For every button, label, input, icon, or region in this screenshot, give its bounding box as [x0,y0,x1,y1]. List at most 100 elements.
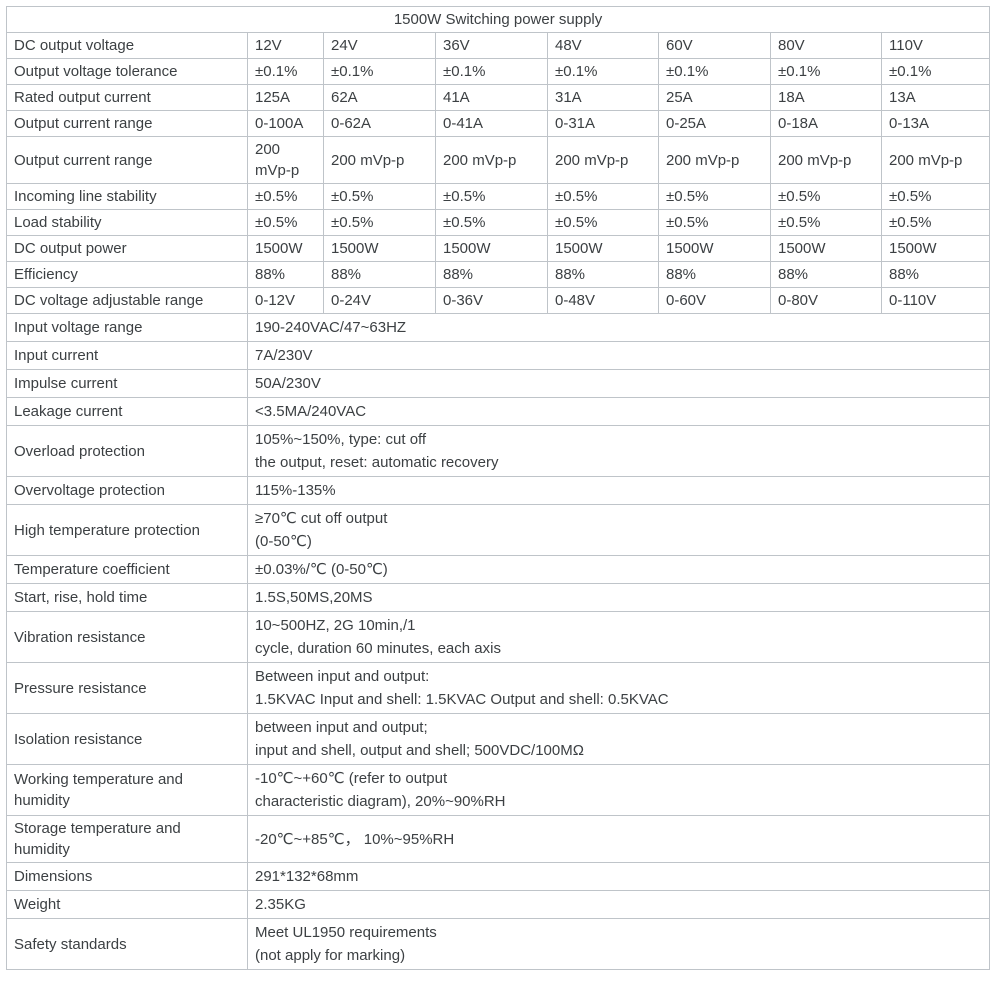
spec-label: Pressure resistance [6,662,248,714]
spec-label: Weight [6,890,248,919]
spec-value: 0-110V [880,287,991,314]
table-row: Input voltage range 190-240VAC/47~63HZ [6,313,991,342]
spec-value: 36V [435,32,548,59]
spec-value: 88% [547,261,659,288]
spec-value: 25A [658,84,771,111]
spec-value: ±0.5% [323,209,436,236]
spec-value: Between input and output: 1.5KVAC Input a… [246,662,991,714]
spec-value: 0-60V [658,287,771,314]
table-row: Overvoltage protection 115%-135% [6,476,991,505]
spec-value: 1500W [880,235,991,262]
spec-value: 0-62A [323,110,436,137]
spec-value: 125A [247,84,324,111]
spec-value: 1500W [435,235,548,262]
spec-value: 1500W [770,235,882,262]
spec-value: 200 mVp-p [323,136,436,184]
spec-value: 200 mVp-p [770,136,882,184]
spec-label: Dimensions [6,862,248,891]
spec-value: between input and output; input and shell… [246,713,991,765]
spec-value: 88% [658,261,771,288]
table-row: Input current 7A/230V [6,341,991,370]
spec-value: 88% [435,261,548,288]
spec-value: ±0.1% [880,58,991,85]
spec-value: 2.35KG [246,890,991,919]
table-row: Safety standards Meet UL1950 requirements… [6,918,991,970]
spec-value: 18A [770,84,882,111]
spec-value: ±0.1% [435,58,548,85]
spec-value: 0-31A [547,110,659,137]
spec-value-line: 115%-135% [255,482,336,499]
title-row: 1500W Switching power supply [5,6,991,33]
spec-value: 88% [770,261,882,288]
spec-value: ±0.5% [435,183,548,210]
spec-value: ±0.1% [247,58,324,85]
table-row: Temperature coefficient ±0.03%/℃ (0-50℃) [6,555,991,584]
spec-value: 0-12V [247,287,324,314]
spec-value-line: 10~500HZ, 2G 10min,/1 [255,617,416,634]
spec-value-line: 105%~150%, type: cut off [255,431,427,448]
spec-value: 190-240VAC/47~63HZ [246,313,991,342]
spec-value-line: 50A/230V [255,375,321,392]
spec-value: ±0.5% [770,183,882,210]
spec-value: 0-48V [547,287,659,314]
spec-value: ±0.5% [658,183,771,210]
spec-label: Impulse current [6,369,248,398]
spec-value: <3.5MA/240VAC [246,397,991,426]
table-row: Output voltage tolerance ±0.1% ±0.1% ±0.1% ±… [6,58,991,85]
table-row: Start, rise, hold time 1.5S,50MS,20MS [6,583,991,612]
spec-value-line: ±0.03%/℃ (0-50℃) [255,561,388,578]
spec-label: Rated output current [6,84,248,111]
spec-label: Overvoltage protection [6,476,248,505]
table-row: Impulse current 50A/230V [6,369,991,398]
spec-value: 88% [323,261,436,288]
spec-value: 0-18A [770,110,882,137]
table-row: Storage temperature and humidity -20℃~+85… [6,815,991,863]
table-row: Pressure resistance Between input and out… [6,662,991,714]
spec-label: DC output power [6,235,248,262]
table-row: Dimensions 291*132*68mm [6,862,991,891]
spec-value: 0-80V [770,287,882,314]
spec-value: ≥70℃ cut off output (0-50℃) [246,504,991,556]
table-row: High temperature protection ≥70℃ cut off … [6,504,991,556]
spec-value: 48V [547,32,659,59]
table-title: 1500W Switching power supply [5,6,991,33]
spec-value: 115%-135% [246,476,991,505]
spec-value-line: 1.5KVAC Input and shell: 1.5KVAC Output … [255,691,669,708]
spec-value: 13A [880,84,991,111]
spec-label: Safety standards [6,918,248,970]
spec-label: Start, rise, hold time [6,583,248,612]
spec-value: 0-36V [435,287,548,314]
spec-value: ±0.5% [880,183,991,210]
table-row: Load stability ±0.5% ±0.5% ±0.5% ±0.5% ±0.5% ±… [6,209,991,236]
table-row: DC output power 1500W 1500W 1500W 1500W 1500W… [6,235,991,262]
table-row: Rated output current 125A 62A 41A 31A 25A 18A 1… [6,84,991,111]
spec-value-line: 190-240VAC/47~63HZ [255,319,407,336]
spec-value: 1500W [247,235,324,262]
spec-value: 88% [247,261,324,288]
spec-value: ±0.5% [247,183,324,210]
spec-sheet: 1500W Switching power supply DC output v… [5,6,991,970]
spec-value-line: -20℃~+85℃， 10%~95%RH [255,830,455,848]
spec-value: ±0.1% [323,58,436,85]
spec-label: DC output voltage [6,32,248,59]
spec-value-line: Meet UL1950 requirements [255,924,437,941]
spec-value-line: 291*132*68mm [255,868,359,885]
spec-value: 0-25A [658,110,771,137]
spec-value-line: the output, reset: automatic recovery [255,454,499,471]
spec-value: -10℃~+60℃ (refer to output characteristic… [246,764,991,816]
spec-value-line: between input and output; [255,719,428,736]
spec-value: 41A [435,84,548,111]
spec-label: Input current [6,341,248,370]
spec-value-line: (not apply for marking) [255,947,406,964]
spec-label: Output current range [6,110,248,137]
spec-value: 200 mVp-p [435,136,548,184]
spec-value-line: characteristic diagram), 20%~90%RH [255,793,506,810]
spec-value: ±0.5% [435,209,548,236]
spec-label: Isolation resistance [6,713,248,765]
spec-value: ±0.1% [770,58,882,85]
spec-value: 1.5S,50MS,20MS [246,583,991,612]
spec-value: ±0.1% [658,58,771,85]
spec-value: 291*132*68mm [246,862,991,891]
table-row: Weight 2.35KG [6,890,991,919]
spec-value-line: (0-50℃) [255,533,312,550]
